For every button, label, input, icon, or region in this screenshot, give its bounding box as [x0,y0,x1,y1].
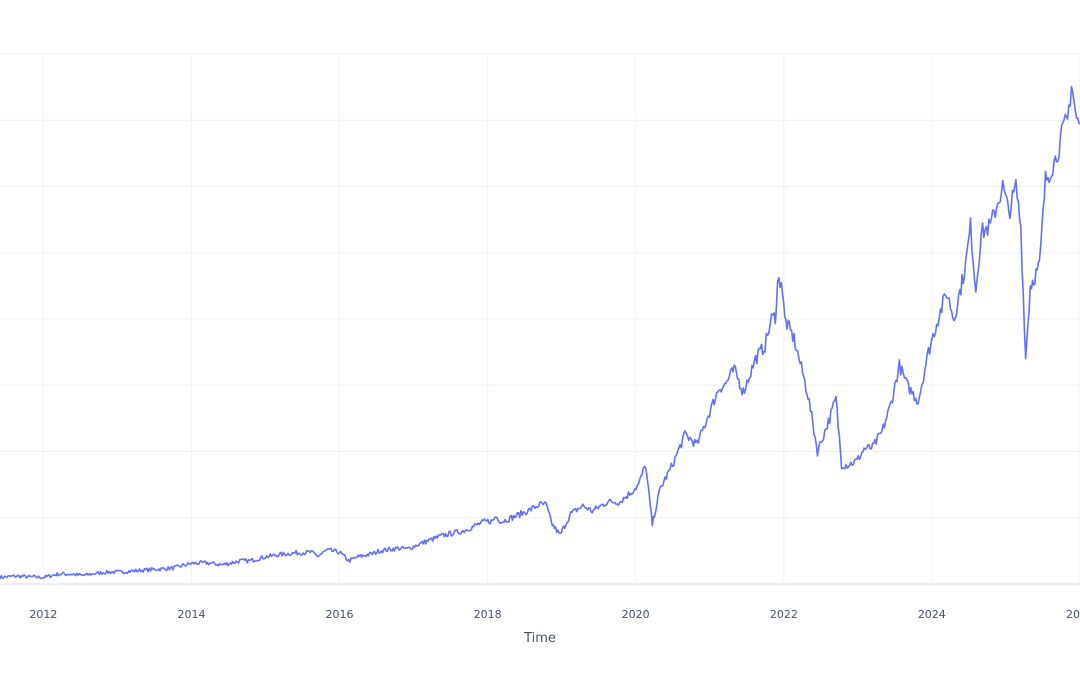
x-tick-label: 2012 [29,608,57,621]
x-tick-label: 2020 [622,608,650,621]
x-tick-label: 2014 [178,608,206,621]
x-tick-label: 2022 [770,608,798,621]
x-axis-ticks: 2012 2014 2016 2018 2020 2022 2024 2026 [29,608,1080,621]
series-line [0,85,1080,580]
grid-lines [0,53,1080,585]
series-layer [0,85,1080,580]
x-tick-label: 2018 [474,608,502,621]
x-tick-label: 2016 [326,608,354,621]
x-tick-label: 2024 [918,608,946,621]
x-axis-title: Time [523,631,556,646]
x-tick-label: 2026 [1066,608,1080,621]
